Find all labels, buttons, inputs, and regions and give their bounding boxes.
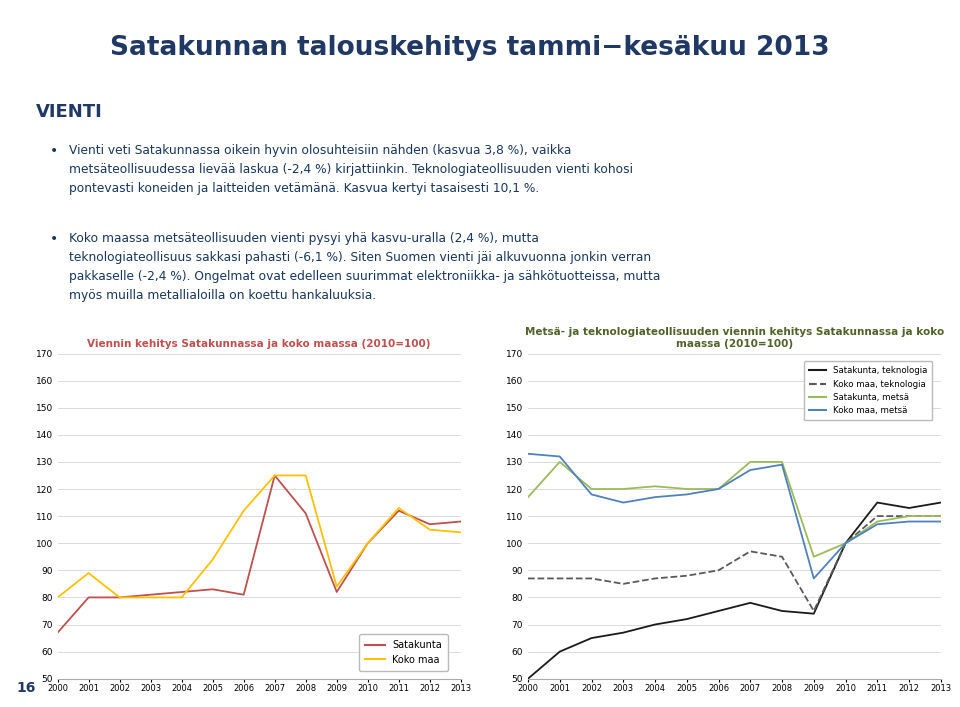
Text: Vienti veti Satakunnassa oikein hyvin olosuhteisiin nähden (kasvua 3,8 %), vaikk: Vienti veti Satakunnassa oikein hyvin ol… <box>69 144 633 195</box>
Text: Koko maassa metsäteollisuuden vienti pysyi yhä kasvu-uralla (2,4 %), mutta
tekno: Koko maassa metsäteollisuuden vienti pys… <box>69 232 660 302</box>
Title: Metsä- ja teknologiateollisuuden viennin kehitys Satakunnassa ja koko
maassa (20: Metsä- ja teknologiateollisuuden viennin… <box>525 327 944 349</box>
Legend: Satakunta, teknologia, Koko maa, teknologia, Satakunta, metsä, Koko maa, metsä: Satakunta, teknologia, Koko maa, teknolo… <box>804 361 932 420</box>
Text: VIENTI: VIENTI <box>36 103 103 121</box>
Legend: Satakunta, Koko maa: Satakunta, Koko maa <box>359 634 448 671</box>
Text: 16: 16 <box>16 681 36 694</box>
Text: Satakunnan talouskehitys tammi−kesäkuu 2013: Satakunnan talouskehitys tammi−kesäkuu 2… <box>110 35 830 61</box>
Title: Viennin kehitys Satakunnassa ja koko maassa (2010=100): Viennin kehitys Satakunnassa ja koko maa… <box>87 339 431 349</box>
Text: •: • <box>50 232 59 246</box>
Text: •: • <box>50 144 59 158</box>
